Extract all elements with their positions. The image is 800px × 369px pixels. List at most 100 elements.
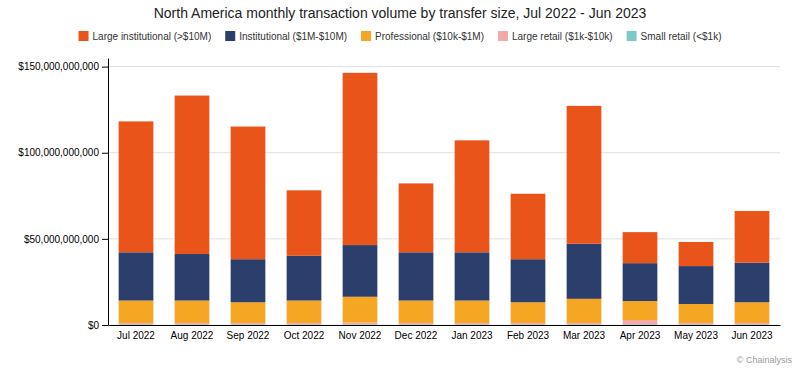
x-tick-label: Jun 2023 (731, 330, 773, 341)
grid-line (108, 325, 780, 326)
bar-segment (119, 121, 154, 252)
bar-segment (511, 259, 546, 302)
plot: $0 $50,000,000,000 $100,000,000,000 $150,00… (18, 59, 780, 342)
bar-segment (623, 320, 658, 324)
bar-segment (231, 259, 266, 302)
bar-segment (287, 324, 322, 325)
bar-segment (175, 254, 210, 301)
bar-segment (735, 323, 770, 324)
bar-segment (119, 252, 154, 300)
bar-segment (735, 211, 770, 263)
bar-segment (511, 194, 546, 259)
bar-segment (175, 96, 210, 254)
bar-segment (679, 323, 714, 324)
legend-swatch (79, 31, 89, 41)
bars (119, 73, 770, 325)
bar-segment (399, 324, 434, 325)
bar-segment (175, 301, 210, 323)
x-tick: Oct 2022 (284, 330, 325, 341)
bar-segment (231, 324, 266, 325)
x-tick-label: Aug 2022 (171, 330, 214, 341)
bar-segment (455, 324, 490, 325)
x-tick-label: Nov 2022 (339, 330, 382, 341)
grid-line (108, 66, 780, 67)
series (119, 73, 770, 266)
series (119, 297, 770, 323)
bar-segment (679, 324, 714, 325)
bar-segment (231, 127, 266, 260)
bar-segment (511, 323, 546, 324)
legend-swatch (361, 31, 371, 41)
title: North America monthly transaction volume… (154, 5, 647, 21)
x-tick-label: Apr 2023 (620, 330, 661, 341)
legend-label: Institutional ($1M-$10M) (239, 31, 347, 42)
x-tick-label: Sep 2022 (227, 330, 270, 341)
y-tick-mark (102, 325, 108, 326)
bar-segment (231, 323, 266, 324)
bar-segment (287, 190, 322, 255)
x-tick: Jul 2022 (117, 330, 155, 341)
x-tick: Mar 2023 (563, 330, 606, 341)
bar-segment (567, 323, 602, 324)
x-tick: Sep 2022 (227, 330, 270, 341)
bar-segment (623, 232, 658, 263)
x-tick-label: Mar 2023 (563, 330, 606, 341)
bar-segment (567, 299, 602, 323)
x-tick-label: Dec 2022 (395, 330, 438, 341)
bar-segment (399, 183, 434, 252)
series (119, 244, 770, 304)
series (119, 324, 770, 325)
bar-segment (287, 256, 322, 301)
bar-segment (735, 324, 770, 325)
bar-segment (119, 323, 154, 324)
bar-segment (231, 302, 266, 323)
x-tick: Feb 2023 (507, 330, 550, 341)
bar-segment (623, 263, 658, 301)
bar-segment (343, 73, 378, 245)
chart: North America monthly transaction volume… (0, 0, 800, 369)
legend-label: Small retail (<$1k) (641, 31, 722, 42)
grid (108, 67, 780, 325)
y-tick: $100,000,000,000 (18, 147, 108, 158)
x-tick: Aug 2022 (171, 330, 214, 341)
legend-label: Large institutional (>$10M) (93, 31, 212, 42)
bar-segment (567, 106, 602, 244)
x-axis: Jul 2022 Aug 2022 Sep 2022 Oct 2022 Nov 2022… (109, 326, 781, 342)
legend-item: Institutional ($1M-$10M) (225, 31, 347, 42)
legend-swatch (225, 31, 235, 41)
y-tick-label: $0 (88, 320, 100, 331)
legend-item: Large retail ($1k-$10k) (498, 31, 613, 42)
y-tick-mark (102, 239, 108, 240)
legend-swatch (627, 31, 637, 41)
y-tick-mark (102, 67, 108, 68)
bar-segment (511, 324, 546, 325)
legend-item: Small retail (<$1k) (627, 31, 722, 42)
x-tick: Jan 2023 (451, 330, 493, 341)
y-tick-label: $50,000,000,000 (24, 234, 100, 245)
x-tick-label: May 2023 (674, 330, 718, 341)
x-tick-label: Oct 2022 (284, 330, 325, 341)
bar-segment (455, 140, 490, 252)
bar-segment (623, 301, 658, 320)
bar-segment (399, 252, 434, 300)
bar-segment (567, 244, 602, 299)
bar-segment (679, 304, 714, 323)
y-tick: $150,000,000,000 (18, 61, 108, 72)
bar-segment (175, 324, 210, 325)
bar-segment (679, 242, 714, 266)
x-tick-label: Jan 2023 (451, 330, 493, 341)
bar-segment (735, 263, 770, 303)
bar-segment (119, 301, 154, 323)
bar-segment (455, 323, 490, 324)
x-tick: May 2023 (674, 330, 718, 341)
bar-segment (287, 323, 322, 324)
legend: Large institutional (>$10M) Institutional… (79, 31, 722, 42)
y-tick-label: $150,000,000,000 (18, 61, 99, 72)
bar-segment (175, 323, 210, 324)
x-axis-line (109, 325, 781, 326)
bar-segment (287, 301, 322, 323)
bar-segment (735, 302, 770, 323)
series (119, 320, 770, 324)
bar-segment (343, 297, 378, 323)
bar-segment (511, 302, 546, 323)
